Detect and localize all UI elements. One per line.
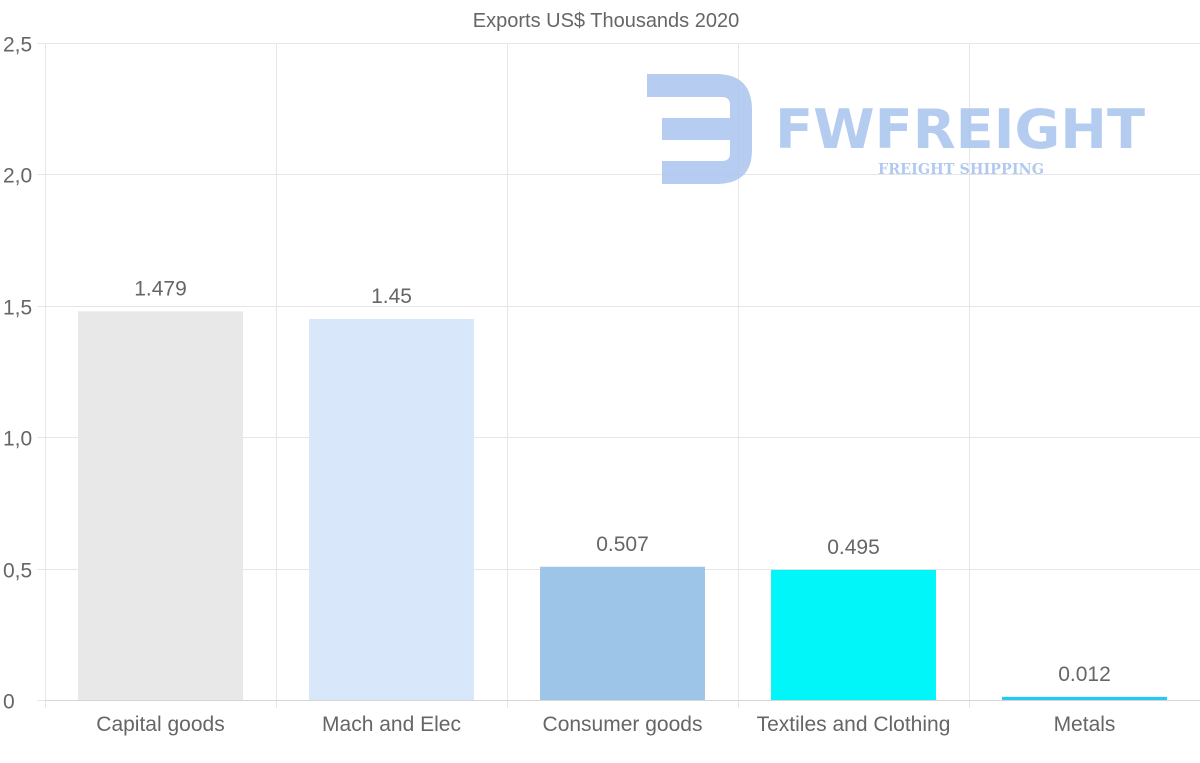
data-labels: 1.479 1.45 0.507 0.495 0.012 — [134, 277, 1111, 686]
data-label: 1.479 — [134, 277, 187, 300]
bar-textiles-and-clothing — [771, 569, 936, 700]
x-tick-label: Consumer goods — [543, 713, 703, 736]
y-tick-label: 2,0 — [3, 165, 32, 188]
y-tick-label: 0 — [3, 691, 15, 714]
x-tick-label: Metals — [1054, 713, 1116, 736]
y-tick-label: 0,5 — [3, 560, 32, 583]
y-axis: 0 0,5 1,0 1,5 2,0 2,5 — [3, 34, 45, 714]
x-tick-label: Textiles and Clothing — [757, 713, 951, 736]
bar-mach-and-elec — [309, 318, 474, 700]
data-label: 0.012 — [1058, 663, 1111, 686]
x-tick-label: Mach and Elec — [322, 713, 461, 736]
watermark-tagline: FREIGHT SHIPPING — [878, 160, 1044, 178]
bar-consumer-goods — [540, 566, 705, 700]
x-axis: Capital goods Mach and Elec Consumer goods… — [45, 700, 1200, 736]
y-tick-label: 1,0 — [3, 428, 32, 451]
bar-metals — [1002, 696, 1167, 700]
chart-title: Exports US$ Thousands 2020 — [473, 10, 739, 32]
fwfreight-logo-icon — [647, 74, 752, 184]
bar-capital-goods — [78, 311, 243, 700]
fwfreight-watermark: FWFREIGHT FREIGHT SHIPPING — [647, 74, 1145, 184]
y-tick-label: 2,5 — [3, 34, 32, 57]
data-label: 0.507 — [596, 533, 649, 556]
data-label: 0.495 — [827, 536, 880, 559]
data-label: 1.45 — [371, 285, 412, 308]
x-tick-label: Capital goods — [96, 713, 224, 736]
bars — [78, 311, 1167, 700]
watermark-brand: FWFREIGHT — [775, 98, 1145, 161]
y-tick-label: 1,5 — [3, 297, 32, 320]
